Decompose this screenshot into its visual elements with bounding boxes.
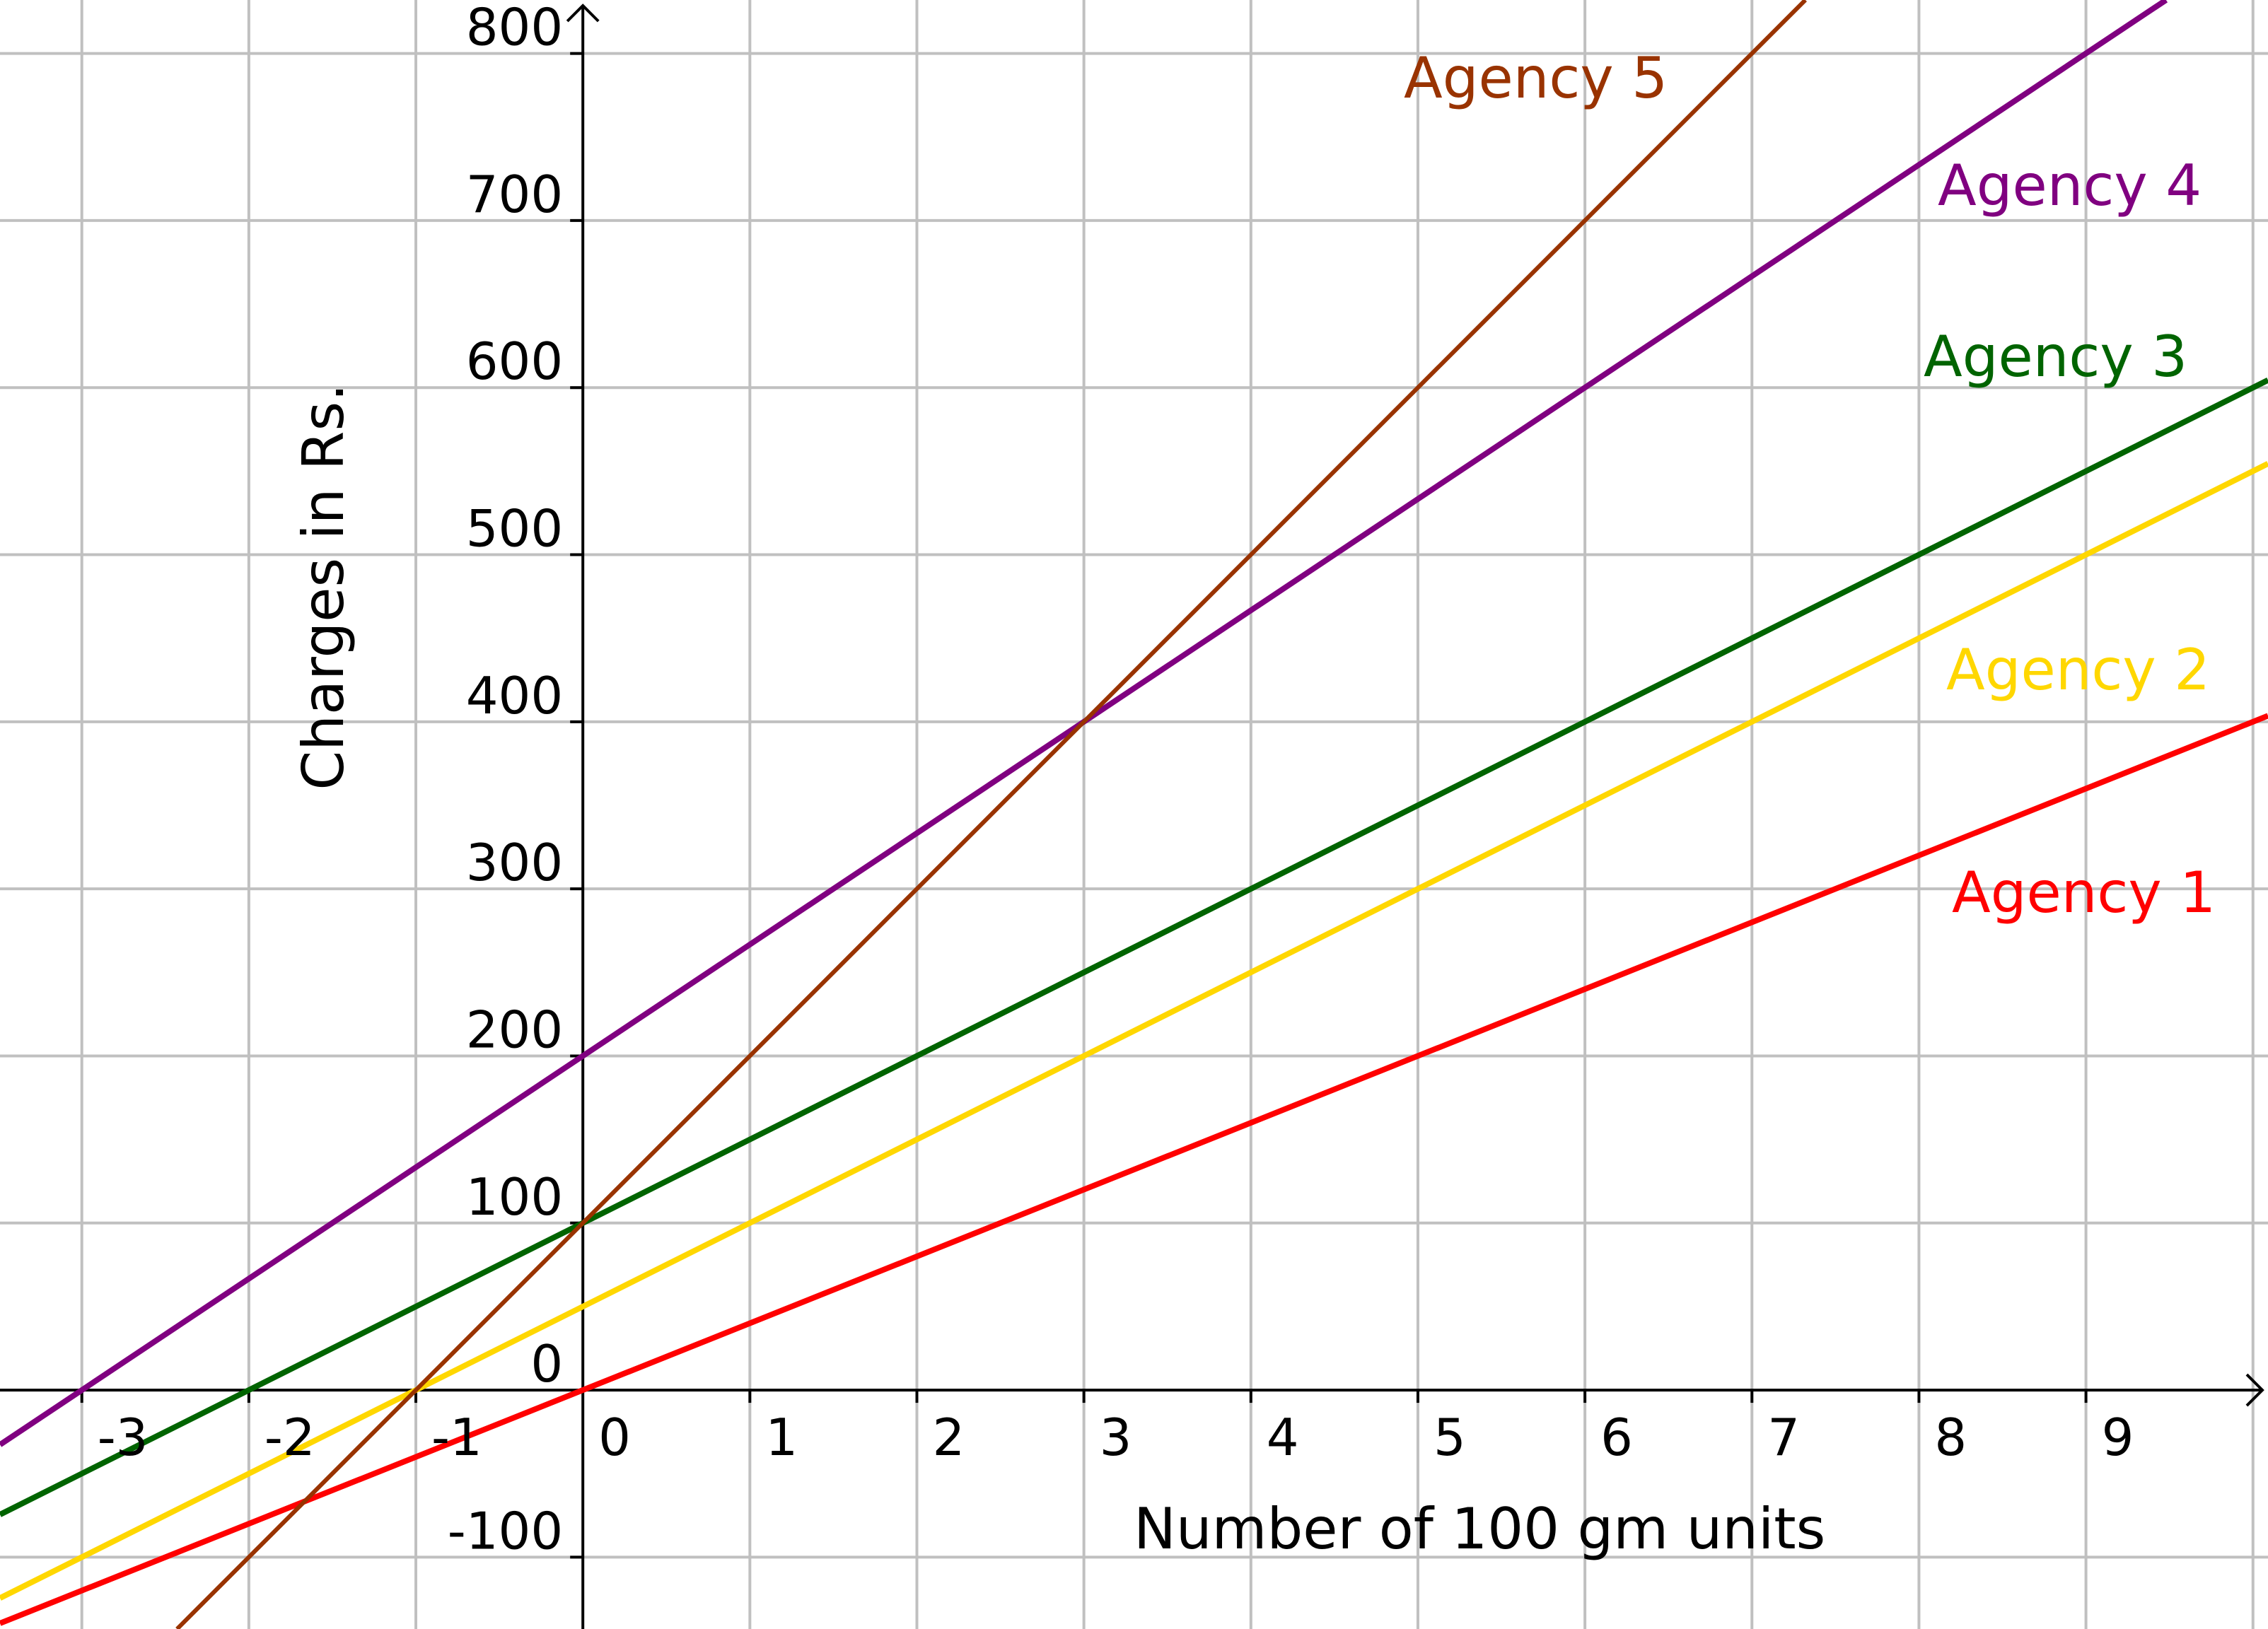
x-tick-label: -2 — [264, 1408, 315, 1467]
y-tick-label: 100 — [466, 1167, 563, 1227]
y-axis-label: Charges in Rs. — [291, 383, 356, 790]
series-label-agency-4: Agency 4 — [1938, 153, 2202, 218]
x-tick-label: 8 — [1934, 1408, 1967, 1467]
series-label-agency-3: Agency 3 — [1924, 324, 2187, 390]
series-label-agency-1: Agency 1 — [1952, 860, 2216, 926]
series-line-agency-1 — [0, 713, 2268, 1626]
y-tick-label: 800 — [466, 0, 563, 57]
x-tick-label: 3 — [1100, 1408, 1132, 1467]
axes — [0, 4, 2264, 1629]
y-tick-label: 0 — [530, 1334, 563, 1394]
x-tick-label: 9 — [2102, 1408, 2134, 1467]
x-tick-label: 5 — [1434, 1408, 1466, 1467]
x-tick-label: 1 — [765, 1408, 798, 1467]
y-tick-label: 500 — [466, 499, 563, 559]
series-label-agency-2: Agency 2 — [1946, 637, 2210, 703]
series-line-agency-2 — [0, 461, 2268, 1601]
x-tick-label: -3 — [98, 1408, 149, 1467]
y-tick-label: -100 — [448, 1501, 563, 1560]
y-tick-label: 600 — [466, 332, 563, 391]
x-tick-label: -1 — [431, 1408, 482, 1467]
y-tick-label: 400 — [466, 666, 563, 725]
x-tick-label: 6 — [1600, 1408, 1633, 1467]
y-tick-label: 200 — [466, 1000, 563, 1059]
x-axis-label: Number of 100 gm units — [1134, 1496, 1825, 1562]
y-tick-label: 300 — [466, 833, 563, 892]
series-line-agency-5 — [175, 0, 1807, 1629]
x-axis-arrow-icon — [2245, 1373, 2264, 1407]
labels: -3 -2 -1 0 1 2 3 4 5 6 7 8 9 -100 0 100 200 300 400 500 600 7… — [98, 0, 2216, 1560]
series-line-agency-3 — [0, 378, 2268, 1517]
x-tick-label: 4 — [1267, 1408, 1299, 1467]
y-axis-arrow-icon — [566, 4, 600, 23]
x-tick-label: 7 — [1767, 1408, 1800, 1467]
series-label-agency-5: Agency 5 — [1404, 45, 1668, 111]
x-tick-label: 0 — [598, 1408, 631, 1467]
x-tick-label: 2 — [932, 1408, 965, 1467]
y-tick-label: 700 — [466, 165, 563, 224]
